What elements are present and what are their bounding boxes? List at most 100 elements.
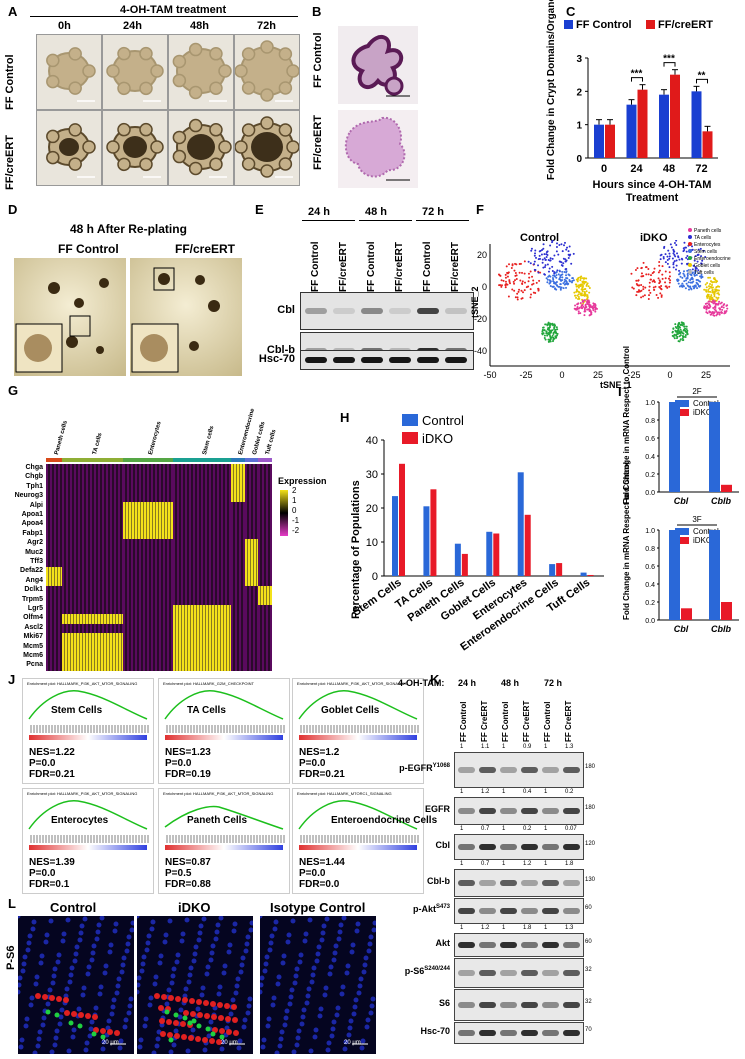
tsne-point	[700, 276, 703, 279]
tsne-point	[580, 288, 583, 291]
heatmap-gene-label: Trpm5	[21, 595, 43, 603]
tsne-point	[583, 282, 586, 285]
blot-band	[500, 942, 517, 948]
panel-label-l: L	[8, 896, 16, 911]
gsea-stat: FDR=0.88	[165, 879, 211, 890]
tsne-point	[660, 253, 663, 256]
tsne-point	[543, 329, 546, 332]
tsne-point	[653, 267, 656, 270]
tsne-point	[705, 286, 708, 289]
tsne-point	[679, 328, 682, 331]
heatmap-cell-block	[46, 661, 62, 671]
tsne-point	[661, 265, 664, 268]
tsne-point	[673, 333, 676, 336]
heatmap-cell-block	[258, 623, 272, 634]
heatmap-cell-block	[231, 633, 245, 643]
tsne-point	[648, 294, 651, 297]
heatmap-cell-block	[231, 482, 245, 493]
heatmap-group-bar	[46, 458, 62, 462]
tsne-point	[678, 340, 681, 343]
tsne-point	[684, 246, 687, 249]
legend-swatch	[402, 414, 418, 426]
legend-dot	[688, 270, 692, 274]
heatmap-cell-block	[244, 661, 259, 671]
tsne-point	[681, 282, 684, 285]
panel-b-row-0: FF Control	[312, 32, 324, 88]
heatmap-group-bar	[61, 458, 123, 462]
y-tick-label: -20	[474, 314, 487, 324]
gsea-stat: FDR=0.21	[29, 769, 75, 780]
blot-band-label: Akt	[435, 938, 450, 948]
panel-f-title-control: Control	[520, 232, 560, 244]
tsne-point	[561, 273, 564, 276]
tsne-point	[659, 292, 662, 295]
blot-band	[563, 844, 580, 850]
heatmap-cell-block	[244, 473, 259, 483]
heatmap-legend-tick: 2	[292, 486, 297, 495]
tsne-point	[554, 330, 557, 333]
tsne-point	[691, 271, 694, 274]
tsne-point	[673, 253, 676, 256]
tsne-point	[585, 284, 588, 287]
legend-label: iDKO	[422, 431, 453, 446]
heatmap-cell-block	[46, 567, 62, 577]
heatmap-cell-block	[231, 492, 245, 502]
tsne-point	[677, 325, 680, 328]
tsne-point	[548, 282, 551, 285]
tsne-point	[588, 291, 591, 294]
tsne-point	[561, 250, 564, 253]
tsne-point	[723, 303, 726, 306]
tsne-point	[581, 303, 584, 306]
tsne-point	[539, 249, 542, 252]
tsne-point	[518, 288, 521, 291]
tsne-point	[673, 250, 676, 253]
panel-label-b: B	[312, 4, 322, 19]
tsne-point	[671, 334, 674, 337]
tsne-point	[552, 338, 555, 341]
tsne-point	[690, 288, 693, 291]
heatmap-gene-label: Mcm5	[23, 642, 43, 650]
tsne-point	[681, 324, 684, 327]
blot-band	[500, 908, 517, 914]
tsne-point	[543, 334, 546, 337]
tsne-point	[547, 275, 550, 278]
tsne-point	[557, 253, 560, 256]
tsne-point	[718, 285, 721, 288]
tsne-point	[560, 264, 563, 267]
x-tick-label: Cbl	[674, 624, 689, 634]
tsne-point	[537, 264, 540, 267]
tsne-point	[685, 328, 688, 331]
tsne-point	[697, 253, 700, 256]
blot-quant: 1	[502, 789, 506, 795]
blot-mw-label: 120	[585, 841, 596, 847]
blot-band	[542, 767, 559, 773]
heatmap-cell-block	[172, 520, 232, 530]
tsne-point	[563, 241, 566, 244]
blot-mw-label: 32	[585, 967, 592, 973]
heatmap-group-bar	[244, 458, 259, 462]
y-tick-label: 0.4	[645, 454, 655, 461]
heatmap-cell-block	[231, 520, 245, 530]
gsea-header: Enrichment plot: HALLMARK_PI3K_AKT_MTOR_…	[27, 791, 138, 796]
blot-band	[542, 808, 559, 814]
heatmap-cell-block	[61, 520, 123, 530]
y-tick-label: 1.0	[645, 400, 655, 407]
tsne-point	[570, 281, 573, 284]
heatmap-cell-block	[61, 614, 123, 624]
blot-quant: 1	[460, 744, 464, 750]
tsne-point	[548, 267, 551, 270]
tsne-point	[548, 326, 551, 329]
tsne-point	[672, 261, 675, 264]
tsne-point	[662, 257, 665, 260]
tsne-point	[706, 282, 709, 285]
tsne-point	[707, 295, 710, 298]
y-tick-label: 20	[477, 250, 487, 260]
blot-quant: 1	[544, 789, 548, 795]
x-tick-label: Cblb	[711, 624, 731, 634]
blot-strip	[454, 797, 584, 825]
tsne-point	[699, 275, 702, 278]
heatmap-cell-block	[231, 586, 245, 596]
tsne-point	[664, 281, 667, 284]
tsne-point	[704, 256, 707, 259]
